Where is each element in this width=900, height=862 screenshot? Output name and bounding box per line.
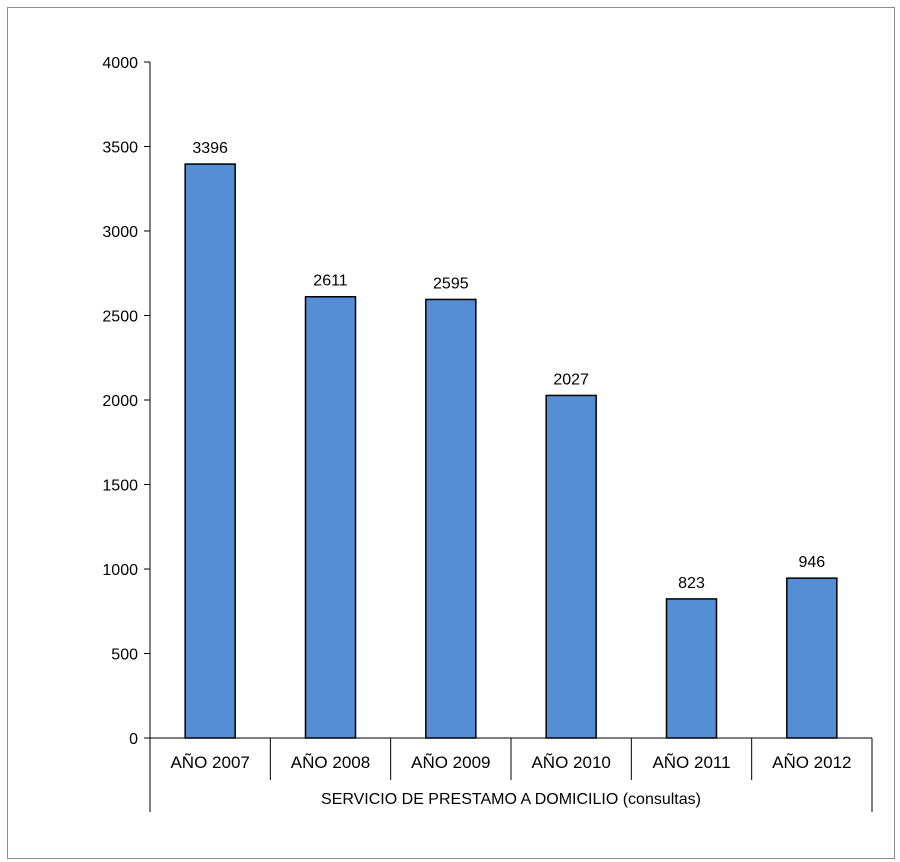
- x-tick-label: AÑO 2011: [652, 753, 730, 772]
- x-tick-label: AÑO 2007: [170, 753, 249, 772]
- bar-data-label: 823: [678, 575, 705, 592]
- bar-data-label: 2595: [433, 275, 469, 292]
- bar-data-label: 2027: [553, 371, 589, 388]
- y-tick-label: 4000: [102, 55, 138, 72]
- bar: [545, 394, 597, 739]
- bar: [786, 577, 838, 739]
- bar: [425, 298, 477, 739]
- x-group-label: SERVICIO DE PRESTAMO A DOMICILIO (consul…: [321, 791, 701, 808]
- y-tick-label: 3500: [102, 140, 138, 157]
- bars: 3396 2611 2595 2027 823 946: [184, 140, 838, 739]
- x-tick-label: AÑO 2010: [531, 753, 610, 772]
- x-tick-label: AÑO 2008: [291, 753, 370, 772]
- bar-data-label: 3396: [192, 140, 228, 157]
- y-tick-label: 1000: [102, 562, 138, 579]
- y-tick-label: 1500: [102, 478, 138, 495]
- y-tick-label: 0: [129, 731, 138, 748]
- chart-frame: [7, 7, 895, 859]
- y-tick-label: 2000: [102, 393, 138, 410]
- y-axis: 0 500 1000 1500 2000 2500 3000 3500 4000: [102, 55, 151, 748]
- y-tick-label: 3000: [102, 224, 138, 241]
- x-tick-label: AÑO 2012: [772, 753, 851, 772]
- x-tick-label: AÑO 2009: [411, 753, 490, 772]
- bar: [665, 598, 718, 739]
- bar: [304, 295, 357, 739]
- bar-data-label: 946: [798, 554, 825, 571]
- y-tick-label: 500: [111, 647, 138, 664]
- x-axis: AÑO 2007 AÑO 2008 AÑO 2009 AÑO 2010 AÑO 2011…: [149, 737, 873, 812]
- bar: [184, 163, 236, 739]
- bar-data-label: 2611: [313, 273, 348, 290]
- y-tick-label: 2500: [102, 309, 138, 326]
